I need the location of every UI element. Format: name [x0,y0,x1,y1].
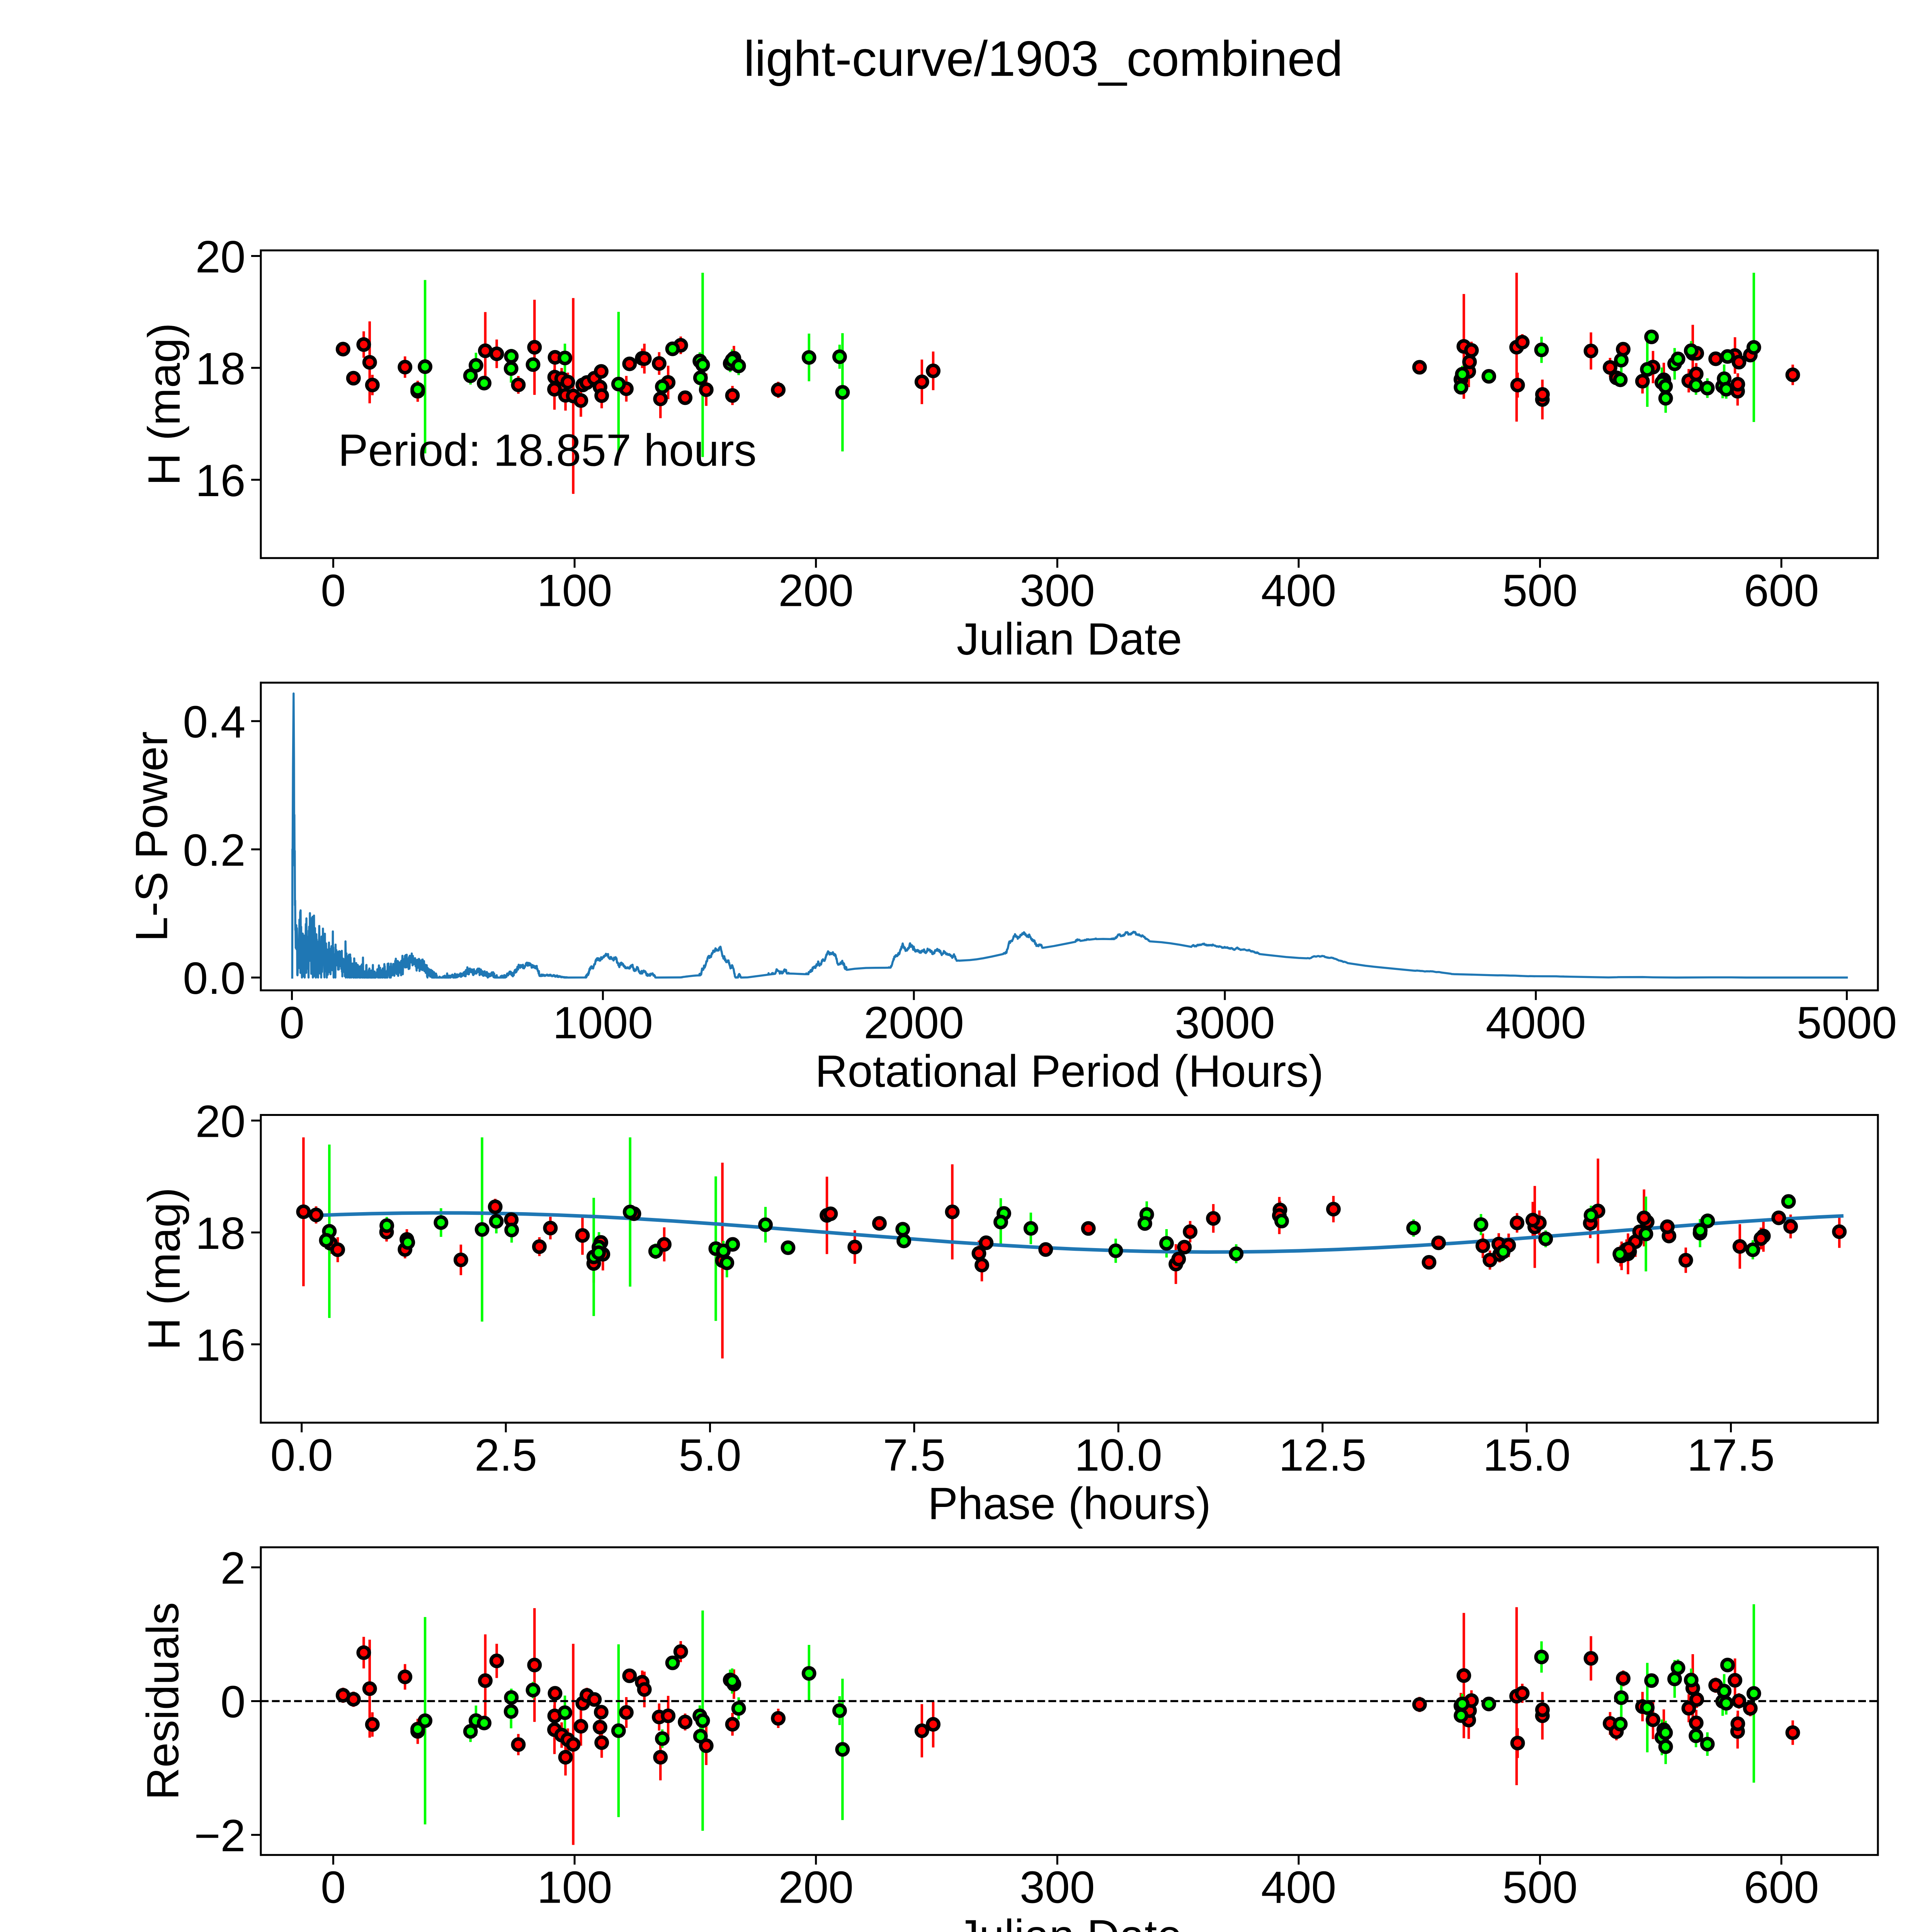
svg-text:12.5: 12.5 [1279,1430,1366,1480]
svg-text:0: 0 [321,565,346,616]
svg-text:Phase (hours): Phase (hours) [928,1478,1211,1529]
svg-text:400: 400 [1261,1862,1337,1913]
svg-text:10.0: 10.0 [1075,1430,1162,1480]
svg-text:16: 16 [196,455,246,506]
svg-text:H (mag): H (mag) [139,323,189,485]
svg-text:400: 400 [1261,565,1337,616]
svg-text:17.5: 17.5 [1687,1430,1775,1480]
svg-text:0.0: 0.0 [183,953,245,1003]
svg-text:7.5: 7.5 [883,1430,946,1480]
svg-text:L-S Power: L-S Power [126,731,177,942]
svg-text:2.5: 2.5 [474,1430,537,1480]
svg-text:100: 100 [537,1862,612,1913]
svg-text:5000: 5000 [1797,997,1897,1048]
svg-text:0: 0 [221,1677,246,1727]
svg-text:500: 500 [1502,565,1578,616]
svg-text:4000: 4000 [1486,997,1586,1048]
svg-text:5.0: 5.0 [679,1430,741,1480]
svg-text:Residuals: Residuals [138,1602,188,1800]
svg-text:600: 600 [1744,1862,1819,1913]
svg-text:100: 100 [537,565,612,616]
svg-text:Rotational Period (Hours): Rotational Period (Hours) [815,1046,1323,1097]
svg-text:18: 18 [196,343,246,394]
svg-text:3000: 3000 [1175,997,1275,1048]
svg-text:0: 0 [321,1862,346,1913]
svg-text:16: 16 [196,1320,246,1370]
svg-text:0.0: 0.0 [270,1430,333,1480]
svg-text:300: 300 [1020,1862,1095,1913]
svg-text:H (mag): H (mag) [139,1187,189,1350]
svg-text:Julian Date: Julian Date [957,1910,1182,1932]
svg-text:200: 200 [778,565,854,616]
svg-text:0.4: 0.4 [183,697,245,747]
svg-text:18: 18 [196,1208,246,1259]
svg-text:20: 20 [196,231,246,282]
svg-text:light-curve/1903_combined: light-curve/1903_combined [744,31,1343,87]
svg-text:0.2: 0.2 [183,825,245,875]
svg-text:20: 20 [196,1096,246,1146]
svg-text:600: 600 [1744,565,1819,616]
svg-text:500: 500 [1502,1862,1578,1913]
svg-text:200: 200 [778,1862,854,1913]
svg-text:2: 2 [221,1543,246,1594]
svg-text:1000: 1000 [553,997,653,1048]
svg-text:15.0: 15.0 [1483,1430,1571,1480]
svg-text:0: 0 [279,997,304,1048]
svg-text:300: 300 [1020,565,1095,616]
svg-text:Period: 18.857 hours: Period: 18.857 hours [338,425,757,475]
svg-text:Julian Date: Julian Date [957,614,1182,664]
svg-text:2000: 2000 [864,997,964,1048]
svg-text:−2: −2 [194,1810,245,1861]
